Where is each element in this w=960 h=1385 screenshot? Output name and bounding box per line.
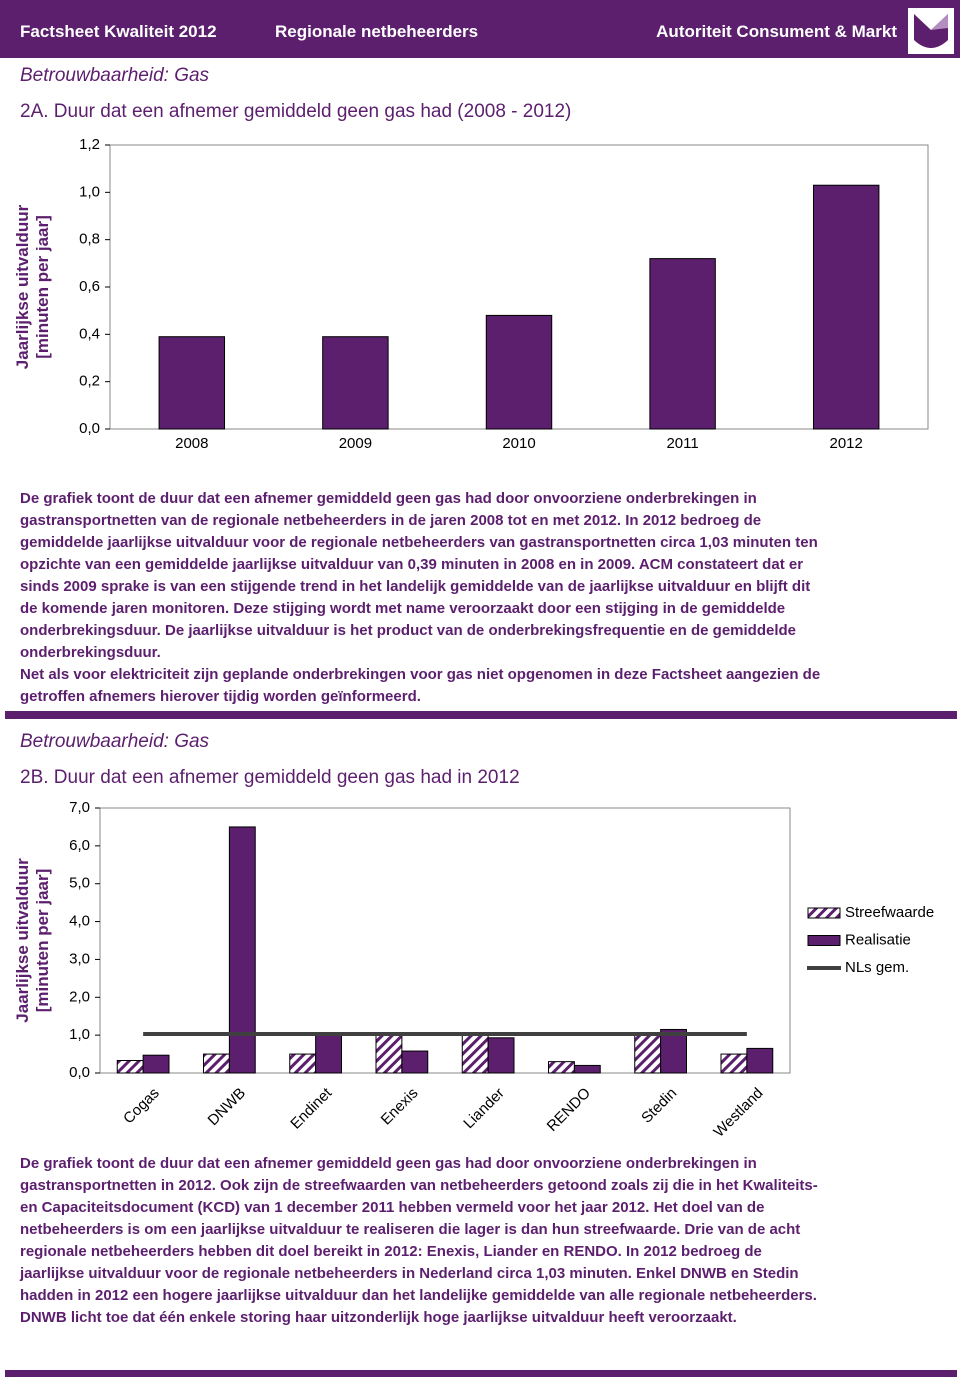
- y-tick-label: 0,0: [69, 1064, 90, 1081]
- body-line: jaarlijkse uitvalduur voor de regionale …: [19, 1265, 799, 1282]
- body-line: de komende jaren monitoren. Deze stijgin…: [20, 600, 785, 617]
- x-tick-label: Cogas: [120, 1085, 163, 1128]
- y-tick-label: 4,0: [69, 913, 90, 930]
- body-line: De grafiek toont de duur dat een afnemer…: [20, 1155, 757, 1172]
- chart: 2B. Duur dat een afnemer gemiddeld geen …: [13, 767, 950, 1141]
- bar: [158, 336, 226, 430]
- y-axis-label: Jaarlijkse uitvalduur: [13, 858, 32, 1023]
- legend-label: Realisatie: [845, 931, 911, 948]
- chart-title: 2B. Duur dat een afnemer gemiddeld geen …: [20, 767, 520, 788]
- logo: [908, 8, 954, 54]
- bar: [401, 1050, 429, 1074]
- bar: [573, 1064, 601, 1074]
- body-line: gemiddelde jaarlijkse uitvalduur voor de…: [20, 534, 818, 551]
- body-line: De grafiek toont de duur dat een afnemer…: [20, 490, 757, 507]
- header-left: Factsheet Kwaliteit 2012: [20, 22, 217, 41]
- body-line: onderbrekingsduur. De jaarlijkse uitvald…: [20, 622, 796, 639]
- body-line: Net als voor elektriciteit zijn geplande…: [20, 666, 820, 683]
- chart: 2A. Duur dat een afnemer gemiddeld geen …: [13, 101, 929, 452]
- body-line: sinds 2009 sprake is van een stijgende t…: [20, 578, 810, 595]
- legend-label: Streefwaarde: [845, 904, 934, 921]
- section-heading: Betrouwbaarheid: Gas: [20, 65, 210, 86]
- separator: [5, 1370, 957, 1377]
- y-axis-label: [minuten per jaar]: [33, 215, 52, 359]
- bar: [289, 1053, 317, 1074]
- bar: [375, 1034, 403, 1074]
- legend-label: NLs gem.: [845, 959, 909, 976]
- bar: [660, 1028, 687, 1074]
- header-center: Regionale netbeheerders: [275, 22, 478, 41]
- body-line: gastransportnetten in 2012. Ook zijn de …: [20, 1177, 818, 1194]
- y-tick-label: 2,0: [69, 988, 90, 1005]
- y-tick-label: 0,0: [79, 420, 100, 437]
- section-heading: Betrouwbaarheid: Gas: [20, 731, 210, 752]
- x-tick-label: RENDO: [544, 1085, 594, 1135]
- y-tick-label: 1,0: [69, 1026, 90, 1043]
- y-tick-label: 0,2: [79, 373, 100, 390]
- y-tick-label: 1,0: [79, 183, 100, 200]
- y-tick-label: 7,0: [69, 799, 90, 816]
- y-tick-label: 0,4: [79, 325, 100, 342]
- body-line: netbeheerders is om een jaarlijkse uitva…: [20, 1221, 800, 1238]
- bar: [322, 336, 389, 430]
- body-line: regionale netbeheerders hebben dit doel …: [20, 1243, 762, 1260]
- bar: [720, 1053, 748, 1074]
- body-line: onderbrekingsduur.: [20, 644, 161, 661]
- x-tick-label: 2008: [175, 435, 208, 452]
- y-tick-label: 5,0: [69, 875, 90, 892]
- bar: [649, 258, 716, 430]
- x-tick-label: 2011: [666, 435, 698, 452]
- body-line: getroffen afnemers hierover tijdig worde…: [20, 688, 421, 705]
- body-line: en Capaciteitsdocument (KCD) van 1 decem…: [20, 1199, 764, 1216]
- y-axis-label: [minuten per jaar]: [33, 869, 52, 1013]
- x-tick-label: 2010: [502, 435, 535, 452]
- header-right: Autoriteit Consument & Markt: [656, 22, 897, 41]
- x-tick-label: Stedin: [638, 1085, 680, 1127]
- y-tick-label: 3,0: [69, 950, 90, 967]
- bar: [315, 1034, 342, 1074]
- bar: [116, 1060, 144, 1074]
- separator: [5, 711, 957, 719]
- x-tick-label: 2009: [339, 435, 372, 452]
- y-axis-label: Jaarlijkse uitvalduur: [13, 204, 32, 369]
- bar: [746, 1047, 774, 1074]
- bar: [203, 1053, 230, 1074]
- y-tick-label: 6,0: [69, 837, 90, 854]
- bar: [485, 314, 553, 430]
- legend-swatch: [807, 907, 841, 919]
- bar: [634, 1034, 662, 1074]
- legend-swatch: [807, 935, 841, 946]
- y-tick-label: 1,2: [79, 136, 100, 153]
- bar: [461, 1034, 489, 1074]
- bar: [228, 826, 256, 1074]
- x-tick-label: Enexis: [378, 1085, 422, 1129]
- body-line: DNWB licht toe dat één enkele storing ha…: [20, 1309, 737, 1326]
- y-tick-label: 0,8: [79, 231, 100, 248]
- header-bar: [0, 0, 960, 58]
- bar: [142, 1054, 170, 1074]
- chart-title: 2A. Duur dat een afnemer gemiddeld geen …: [20, 101, 571, 122]
- bar: [812, 184, 880, 430]
- plot-area: [99, 807, 791, 1074]
- body-line: gastransportnetten van de regionale netb…: [20, 512, 761, 529]
- x-tick-label: DNWB: [205, 1085, 249, 1129]
- x-tick-label: Westland: [710, 1085, 766, 1141]
- body-line: hadden in 2012 een hogere jaarlijkse uit…: [20, 1287, 817, 1304]
- bar: [487, 1037, 515, 1074]
- x-tick-label: Endinet: [287, 1084, 336, 1133]
- body-line: opzichte van een gemiddelde jaarlijkse u…: [20, 556, 803, 573]
- x-tick-label: Liander: [460, 1085, 507, 1132]
- x-tick-label: 2012: [830, 435, 863, 452]
- bar: [548, 1061, 575, 1074]
- y-tick-label: 0,6: [79, 278, 100, 295]
